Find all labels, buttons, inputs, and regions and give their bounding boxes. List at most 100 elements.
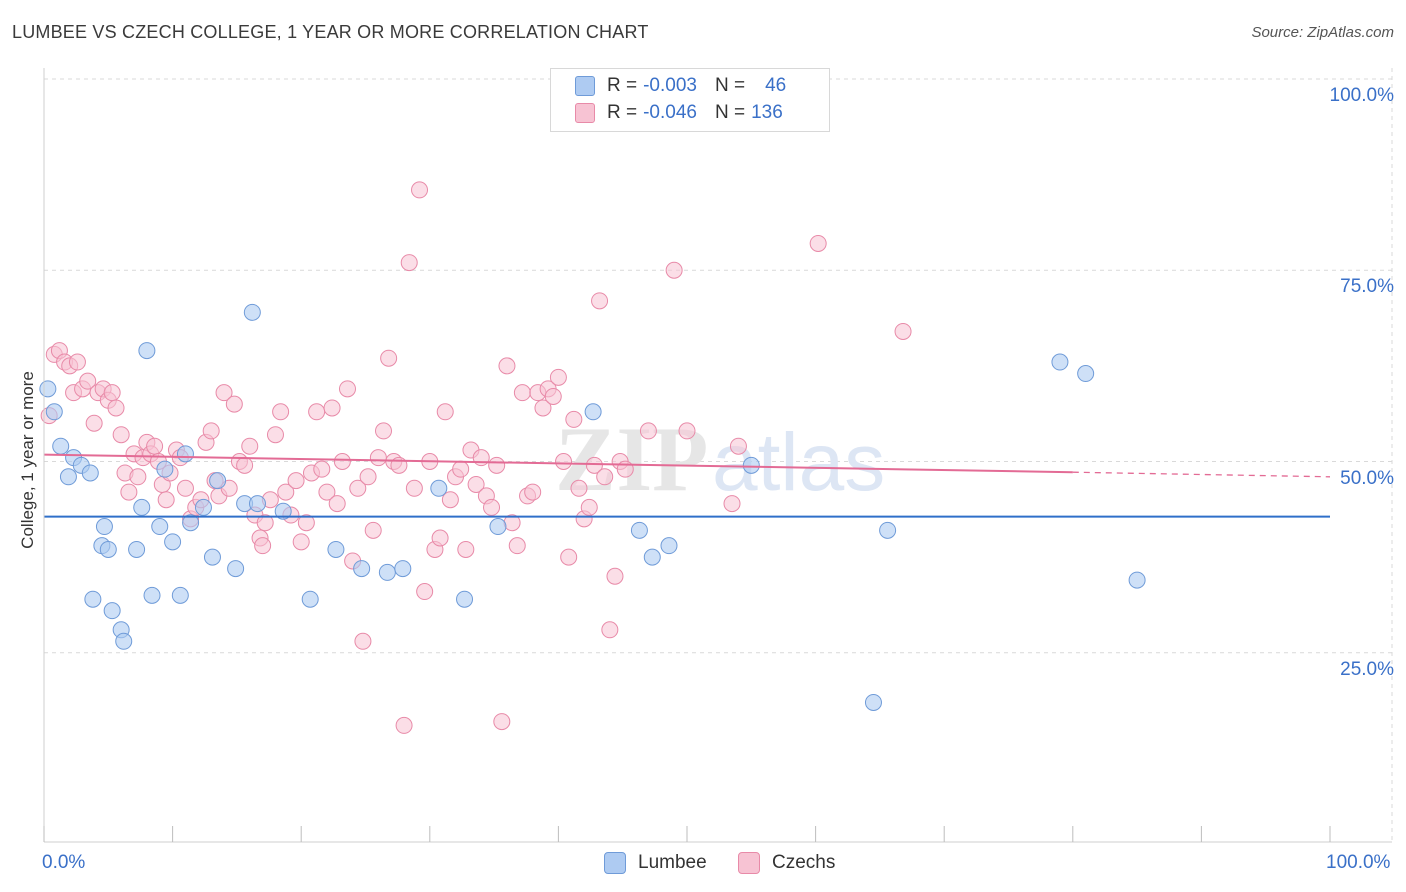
- lumbee-point: [660, 537, 678, 555]
- czech-point: [297, 514, 315, 532]
- source-credit: Source: ZipAtlas.com: [1251, 24, 1394, 41]
- czech-point: [606, 567, 624, 585]
- czech-point: [416, 583, 434, 601]
- lumbee-point: [378, 563, 396, 581]
- lumbee-point: [156, 460, 174, 478]
- czech-point: [678, 422, 696, 440]
- lumbee-point: [103, 602, 121, 620]
- legend-r-value: -0.046: [643, 102, 697, 123]
- czech-points: [40, 181, 912, 734]
- czech-point: [524, 483, 542, 501]
- legend-lumbee-label: Lumbee: [638, 852, 707, 873]
- czech-point: [354, 632, 372, 650]
- legend-item-lumbee: Lumbee: [604, 852, 707, 874]
- x-tick-label-min: 0.0%: [42, 852, 86, 873]
- lumbee-point: [879, 521, 897, 539]
- czech-point: [103, 384, 121, 402]
- czech-point: [338, 380, 356, 398]
- czech-point: [380, 349, 398, 367]
- czech-point: [513, 384, 531, 402]
- axes: [43, 68, 1392, 843]
- czech-point: [359, 468, 377, 486]
- lumbee-point: [164, 533, 182, 551]
- czech-point: [723, 495, 741, 513]
- czech-point: [639, 422, 657, 440]
- czech-point: [472, 449, 490, 467]
- lumbee-point: [209, 472, 227, 490]
- czech-trend-line: [43, 453, 1073, 474]
- lumbee-point: [584, 403, 602, 421]
- watermark: ZIP atlas: [555, 408, 885, 510]
- czech-point: [665, 261, 683, 279]
- legend-n-value: 46: [765, 75, 787, 96]
- czech-point: [85, 414, 103, 432]
- czech-point: [493, 713, 511, 731]
- lumbee-points: [39, 303, 1146, 711]
- czech-point: [498, 357, 516, 375]
- czech-point: [272, 403, 290, 421]
- y-tick-label: 100.0%: [1329, 85, 1394, 106]
- lumbee-point: [456, 590, 474, 608]
- lumbee-point: [243, 303, 261, 321]
- lumbee-point: [489, 518, 507, 536]
- czech-point: [565, 410, 583, 428]
- y-tick-label: 25.0%: [1340, 658, 1394, 680]
- czech-point: [585, 456, 603, 474]
- lumbee-point: [864, 693, 882, 711]
- legend-r-label: R =: [607, 75, 638, 96]
- series-legend: Lumbee Czechs: [0, 852, 1406, 878]
- czech-point: [436, 403, 454, 421]
- czech-point: [431, 529, 449, 547]
- czech-point: [894, 322, 912, 340]
- lumbee-point: [1128, 571, 1146, 589]
- lumbee-point: [39, 380, 57, 398]
- czech-point: [560, 548, 578, 566]
- czech-point: [349, 479, 367, 497]
- czech-point: [333, 453, 351, 470]
- lumbee-point: [84, 590, 102, 608]
- lumbee-point: [45, 403, 63, 421]
- czech-point: [112, 426, 130, 444]
- czech-legend-icon: [738, 852, 760, 874]
- czech-point: [400, 254, 418, 272]
- chart-title: LUMBEE VS CZECH COLLEGE, 1 YEAR OR MORE …: [12, 22, 649, 42]
- czech-point: [441, 491, 459, 509]
- czech-point: [601, 621, 619, 639]
- lumbee-point: [643, 548, 661, 566]
- lumbee-point: [133, 498, 151, 516]
- lumbee-point: [194, 498, 212, 516]
- lumbee-point: [115, 632, 133, 650]
- lumbee-point: [1051, 353, 1069, 371]
- czech-point: [457, 540, 475, 558]
- czech-point: [488, 456, 506, 474]
- czech-point: [120, 483, 138, 501]
- lumbee-point: [1077, 365, 1095, 383]
- lumbee-point: [394, 560, 412, 578]
- czech-point: [79, 372, 97, 390]
- czech-point: [241, 437, 259, 455]
- czech-point: [580, 498, 598, 516]
- czech-point: [225, 395, 243, 413]
- czech-point: [411, 181, 429, 199]
- lumbee-point: [128, 540, 146, 558]
- czech-point: [375, 422, 393, 440]
- czech-point: [452, 460, 470, 478]
- lumbee-point: [151, 518, 169, 536]
- legend-item-czech: Czechs: [738, 852, 835, 874]
- czech-point: [508, 537, 526, 555]
- czech-point: [313, 460, 331, 478]
- czech-point: [591, 292, 609, 310]
- lumbee-point: [742, 456, 760, 474]
- lumbee-point: [59, 468, 77, 486]
- czech-point: [809, 234, 827, 252]
- czech-point: [729, 437, 747, 455]
- y-tick-label: 50.0%: [1340, 467, 1394, 489]
- czech-point: [467, 475, 485, 493]
- czech-point: [405, 479, 423, 497]
- lumbee-point: [327, 540, 345, 558]
- y-axis-label: College, 1 year or more: [18, 371, 37, 549]
- lumbee-point: [182, 514, 200, 532]
- czech-point: [146, 437, 164, 455]
- legend-n-value: 136: [751, 102, 783, 123]
